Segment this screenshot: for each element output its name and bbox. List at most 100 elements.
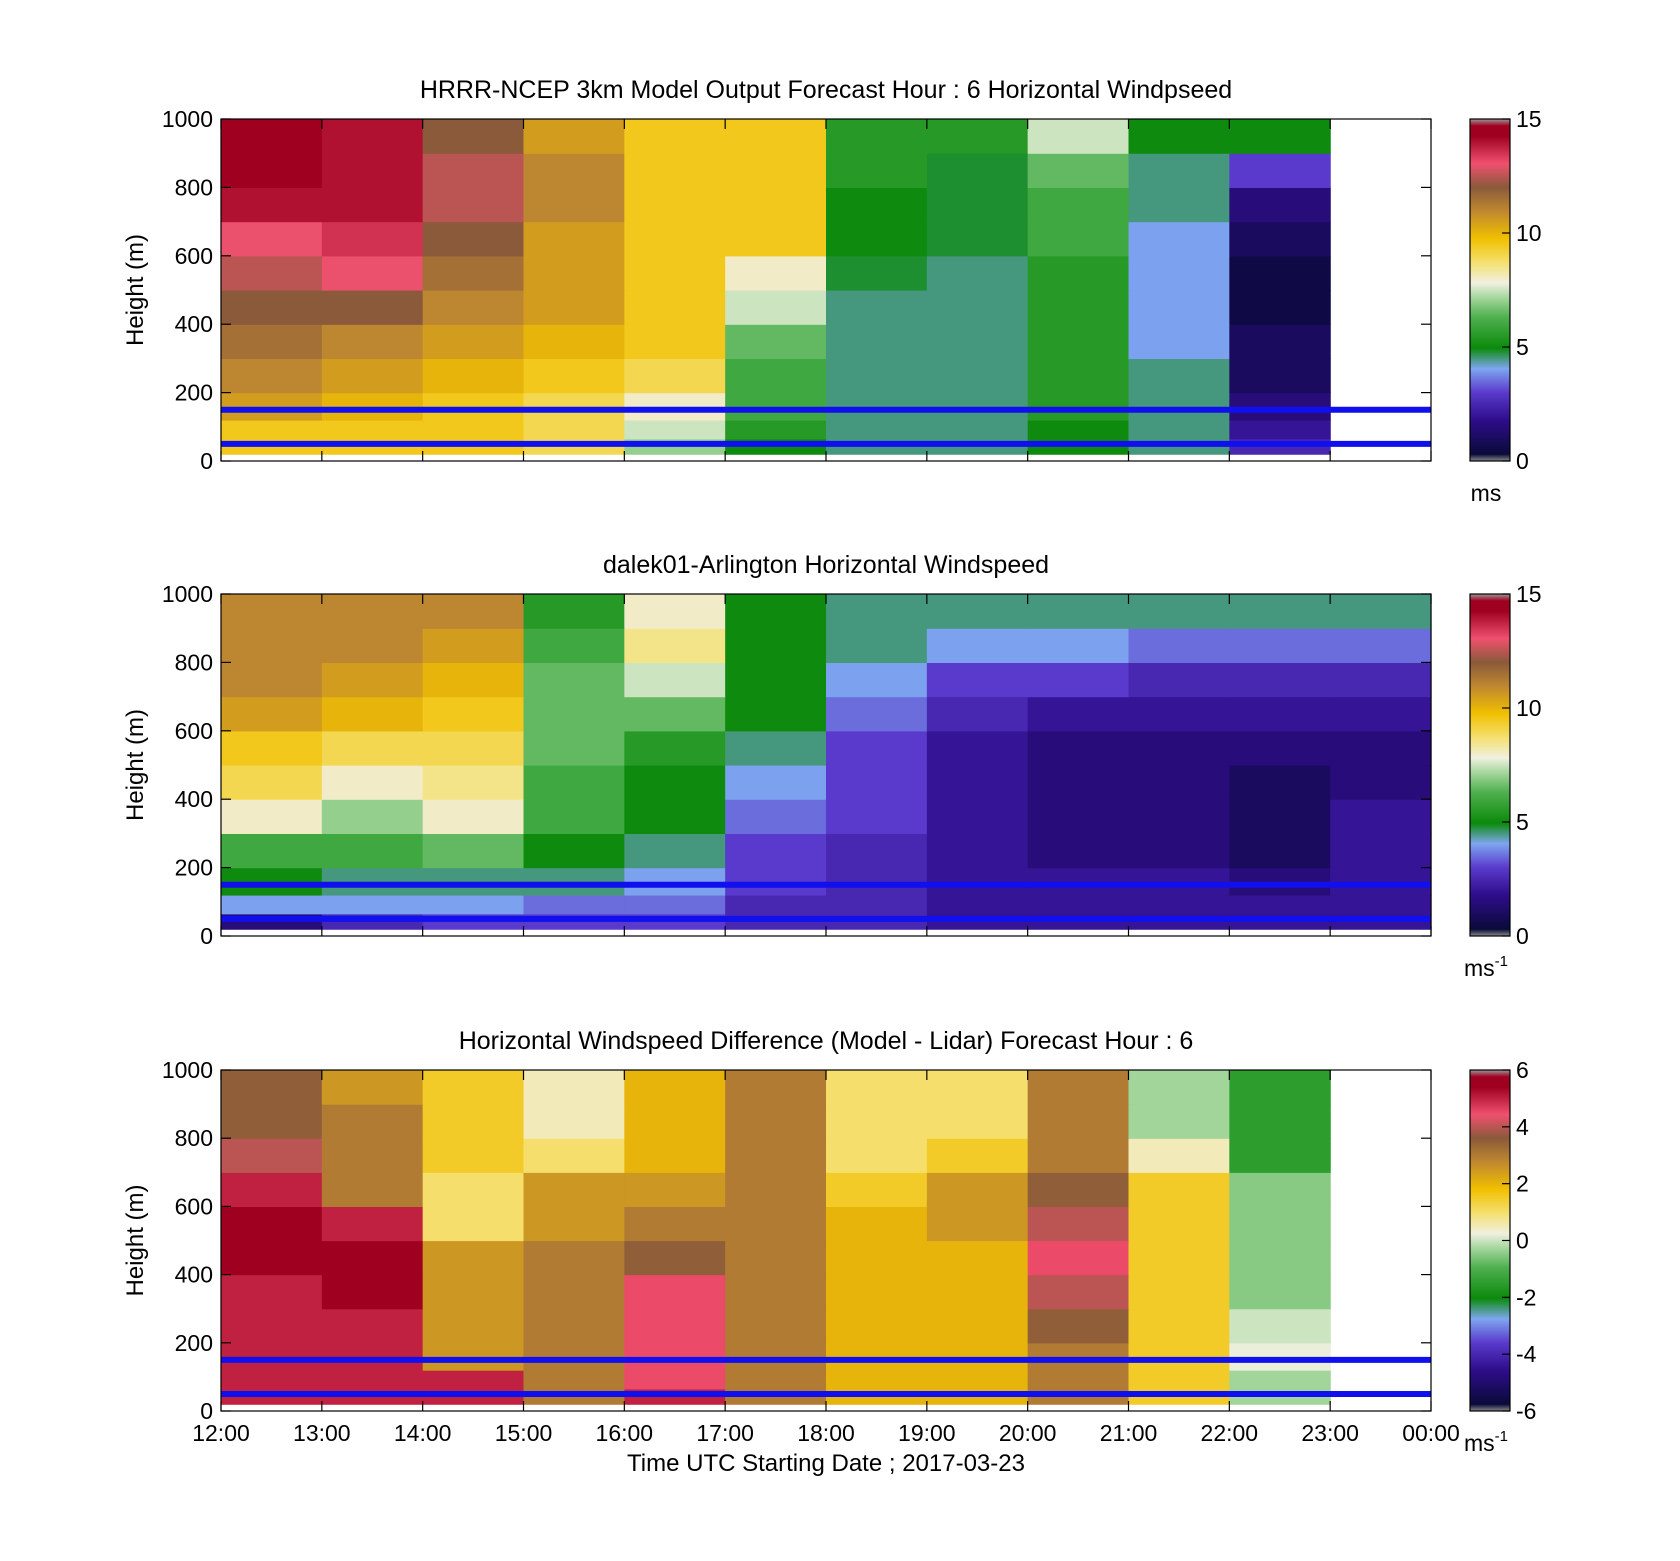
heatmap-cell (321, 1206, 424, 1242)
heatmap-cell (422, 1206, 525, 1242)
heatmap-cell (321, 799, 424, 834)
heatmap-cell (1128, 662, 1230, 698)
heatmap-cell (221, 1104, 323, 1139)
colorbar (1470, 119, 1510, 461)
heatmap-cell (221, 1138, 323, 1173)
heatmap-cell (826, 1104, 928, 1139)
heatmap-cell (926, 1206, 1029, 1242)
heatmap-cell (523, 419, 625, 440)
heatmap-cell (624, 765, 726, 800)
heatmap-cell (221, 290, 323, 325)
y-tick-label: 1000 (162, 106, 213, 132)
heatmap-cell (1229, 662, 1331, 698)
heatmap-cell (826, 1240, 928, 1276)
x-tick-label: 14:00 (394, 1420, 452, 1446)
heatmap-cell (624, 1070, 726, 1105)
heatmap-cell (1128, 894, 1230, 915)
heatmap-cell (1229, 1274, 1331, 1310)
heatmap-cell (1330, 894, 1432, 915)
heatmap-cell (422, 1070, 525, 1105)
heatmap-cell (1027, 1172, 1130, 1207)
heatmap-cell (1330, 730, 1432, 766)
heatmap-cell (523, 894, 625, 915)
heatmap-cell (725, 255, 827, 291)
heatmap-cell (826, 730, 928, 766)
heatmap-cell (926, 662, 1029, 698)
heatmap-cell (523, 594, 625, 629)
heatmap-cell (523, 153, 625, 188)
heatmap-cell (221, 1308, 323, 1344)
x-tick-label: 15:00 (495, 1420, 553, 1446)
heatmap-cell (1128, 867, 1230, 896)
heatmap-cell (926, 1172, 1029, 1207)
heatmap-cell (321, 696, 424, 732)
heatmap-cell (926, 1274, 1029, 1310)
heatmap-cell (221, 1240, 323, 1276)
heatmap-cell (926, 1104, 1029, 1139)
colorbar-unit: ms-1 (1464, 1428, 1508, 1456)
heatmap-cell (725, 119, 827, 154)
x-tick-label: 22:00 (1201, 1420, 1259, 1446)
heatmap-cell (725, 187, 827, 223)
heatmap-cell (221, 730, 323, 766)
heatmap-cell (624, 187, 726, 223)
heatmap-cell (624, 1104, 726, 1139)
heatmap-cell (523, 290, 625, 325)
heatmap-cell (1229, 324, 1331, 359)
heatmap-cell (624, 1370, 726, 1390)
heatmap-cell (321, 324, 424, 359)
heatmap-cell (422, 833, 525, 869)
heatmap-cell (926, 187, 1029, 223)
heatmap-cell (1128, 1104, 1230, 1139)
heatmap-cell (422, 1240, 525, 1276)
heatmap-cell (725, 1172, 827, 1207)
heatmap-cell (321, 392, 424, 421)
heatmap-cell (826, 1206, 928, 1242)
heatmap-cell (624, 1138, 726, 1173)
heatmap-cell (1229, 255, 1331, 291)
heatmap-cell (523, 1274, 625, 1310)
heatmap-cell (523, 662, 625, 698)
colorbar-tick-label: 10 (1516, 220, 1542, 246)
heatmap-cell (725, 221, 827, 257)
y-tick-label: 800 (175, 1125, 213, 1151)
heatmap-cell (321, 290, 424, 325)
heatmap-cell (926, 867, 1029, 896)
heatmap-cell (725, 1342, 827, 1371)
heatmap-cell (926, 255, 1029, 291)
heatmap-cell (826, 153, 928, 188)
panel-title: HRRR-NCEP 3km Model Output Forecast Hour… (420, 76, 1232, 104)
y-tick-label: 1000 (162, 1057, 213, 1083)
heatmap-cell (725, 290, 827, 325)
heatmap-cell (1128, 392, 1230, 421)
heatmap-cell (321, 358, 424, 394)
heatmap-cell (321, 867, 424, 896)
heatmap-cell (725, 1308, 827, 1344)
heatmap-cell (1027, 255, 1130, 291)
colorbar-tick-label: 6 (1516, 1057, 1529, 1083)
y-tick-label: 400 (175, 786, 213, 812)
heatmap-cell (624, 696, 726, 732)
heatmap-cell (1027, 696, 1130, 732)
heatmap-cell (523, 1172, 625, 1207)
heatmap-cell (321, 1172, 424, 1207)
heatmap-cell (221, 324, 323, 359)
heatmap-cell (321, 153, 424, 188)
heatmap-cell (422, 1138, 525, 1173)
heatmap-cell (826, 1370, 928, 1390)
heatmap-cell (1128, 153, 1230, 188)
heatmap-cell (1330, 696, 1432, 732)
heatmap-cell (826, 1172, 928, 1207)
heatmap-cell (1128, 1070, 1230, 1105)
heatmap-cell (1229, 799, 1331, 834)
heatmap-cell (422, 765, 525, 800)
heatmap-cell (1229, 833, 1331, 869)
heatmap-cell (422, 662, 525, 698)
heatmap-cell (624, 290, 726, 325)
heatmap-cell (1027, 1138, 1130, 1173)
heatmap-cell (321, 1138, 424, 1173)
heatmap-cell (624, 1172, 726, 1207)
heatmap-cell (1027, 358, 1130, 394)
heatmap-cell (523, 1342, 625, 1371)
heatmap-cell (725, 696, 827, 732)
